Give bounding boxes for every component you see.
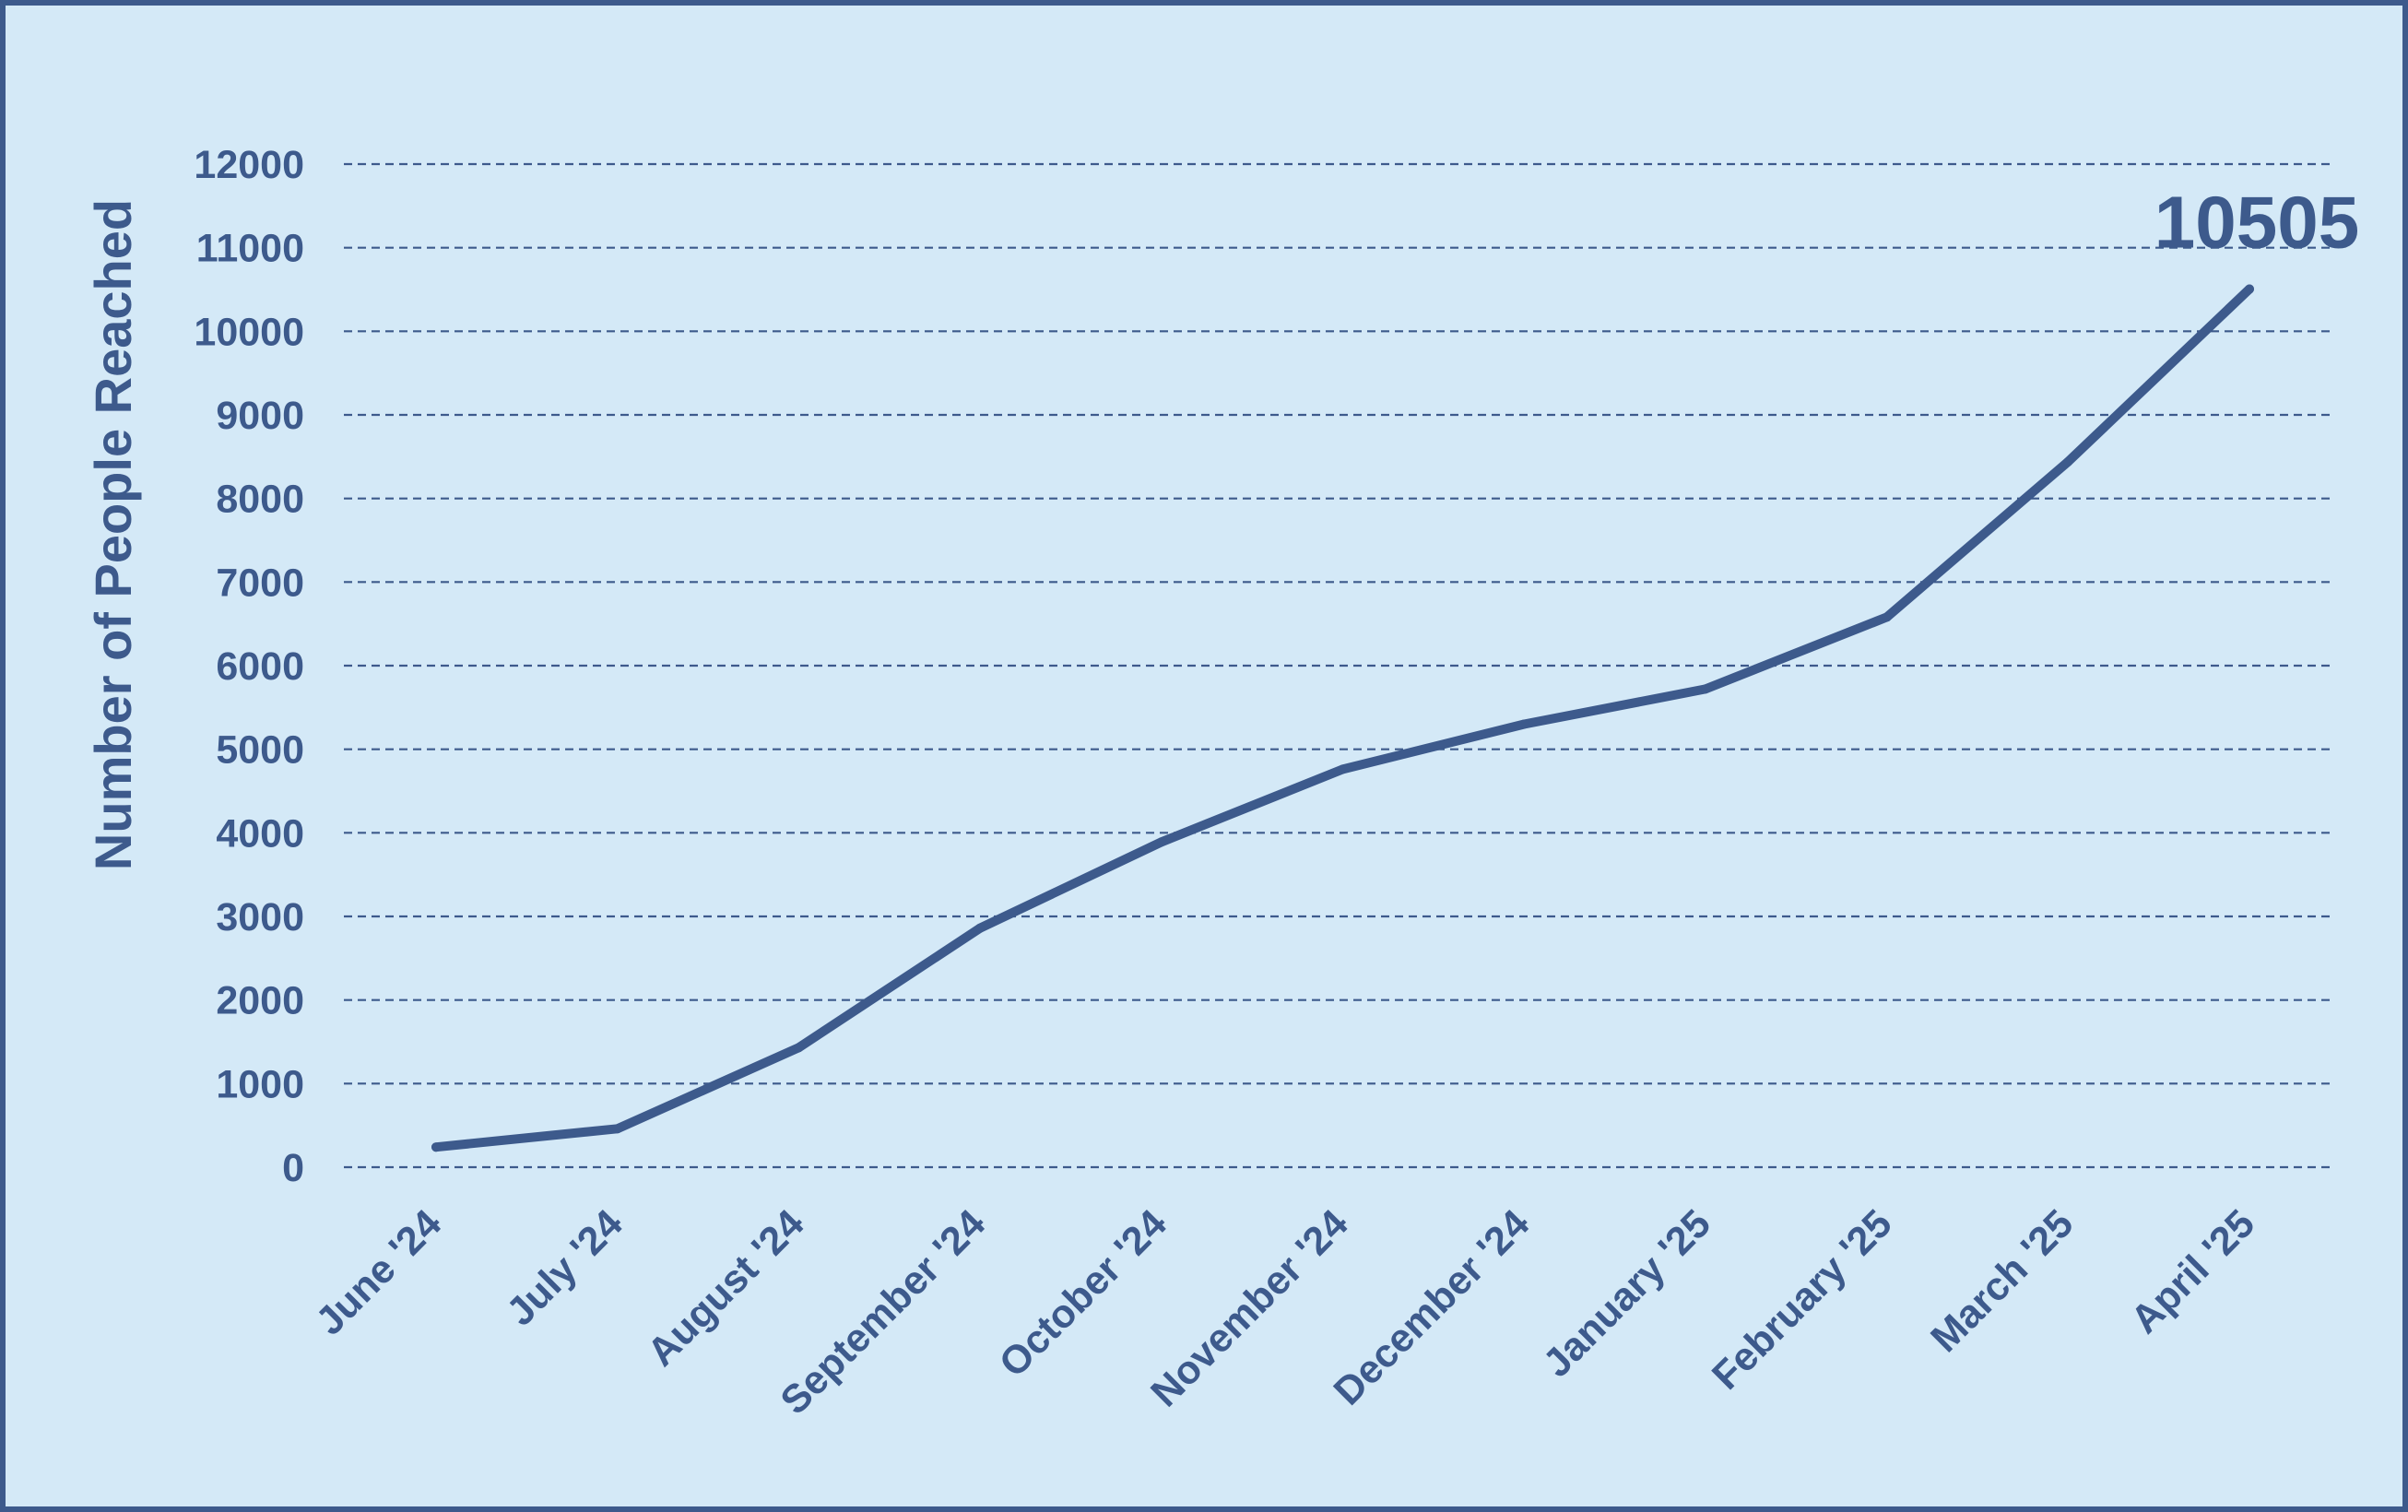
data-point: [1156, 837, 1166, 847]
y-tick-label: 0: [282, 1146, 304, 1190]
data-point: [1519, 719, 1529, 729]
y-tick-label: 4000: [216, 811, 304, 856]
y-tick-label: 10000: [194, 310, 304, 354]
y-tick-label: 8000: [216, 478, 304, 522]
y-tick-label: 3000: [216, 895, 304, 939]
data-point: [431, 1142, 441, 1152]
data-point: [975, 923, 986, 933]
data-label: 10505: [2154, 182, 2359, 264]
series-layer: [431, 284, 2254, 1152]
data-point: [1700, 684, 1710, 694]
gridlines: [344, 162, 2335, 1169]
data-point: [2245, 284, 2254, 294]
data-point: [612, 1124, 622, 1134]
data-point: [794, 1043, 804, 1053]
y-tick-label: 12000: [194, 143, 304, 187]
y-tick-label: 1000: [216, 1062, 304, 1106]
annotations: 10505: [2154, 182, 2359, 264]
y-tick-label: 5000: [216, 728, 304, 773]
y-axis-ticks: 0 1000 2000 3000 4000 5000 6000 7000 8000 9000 100…: [194, 143, 304, 1190]
y-tick-label: 11000: [196, 227, 304, 271]
y-tick-label: 9000: [216, 394, 304, 438]
data-point: [1882, 612, 1892, 622]
y-tick-label: 2000: [216, 979, 304, 1023]
y-tick-label: 6000: [216, 644, 304, 689]
data-point: [2063, 456, 2073, 467]
y-tick-label: 7000: [216, 561, 304, 605]
y-axis-title: Number of People Reached: [84, 199, 142, 870]
data-point: [1338, 764, 1348, 774]
